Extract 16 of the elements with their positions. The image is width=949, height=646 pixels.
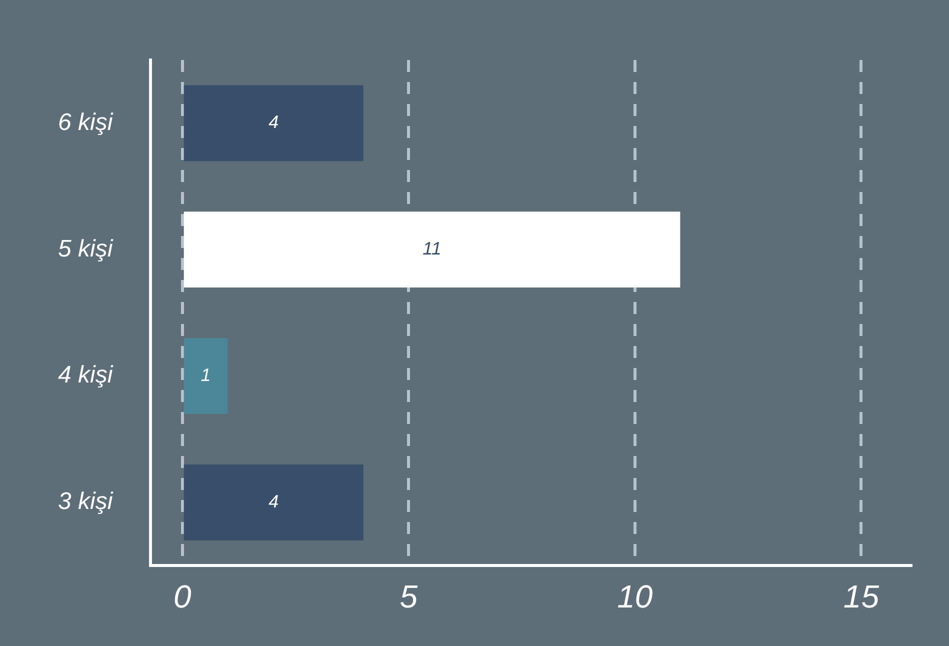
bar [184, 338, 228, 414]
bar [184, 464, 364, 540]
x-tick-label: 15 [843, 578, 880, 615]
x-tick-label: 0 [173, 578, 192, 615]
data-label: 1 [200, 365, 211, 385]
y-tick-label: 4 kişi [58, 362, 114, 389]
y-tick-label: 6 kişi [58, 108, 114, 136]
data-label: 11 [422, 238, 442, 259]
data-label: 4 [268, 112, 279, 132]
x-tick-label: 5 [400, 578, 418, 615]
x-tick-label: 10 [617, 578, 653, 615]
data-label: 4 [268, 491, 279, 512]
y-tick-label: 3 kişi [58, 488, 114, 516]
y-tick-label: 5 kişi [58, 235, 114, 262]
bar [184, 85, 364, 162]
bar [184, 212, 680, 288]
